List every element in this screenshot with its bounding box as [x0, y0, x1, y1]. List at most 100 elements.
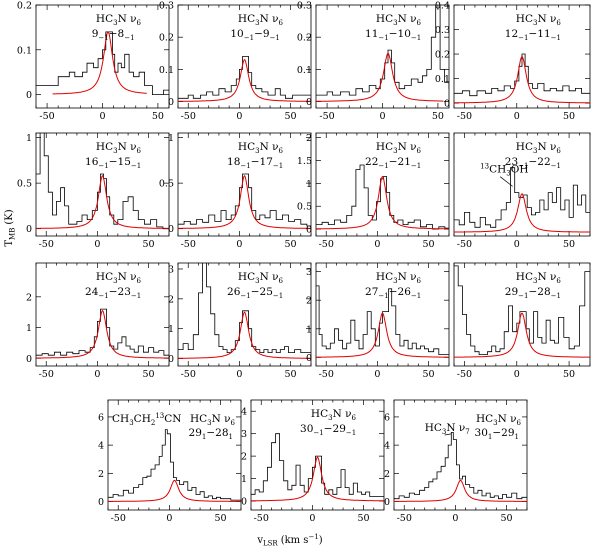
x-tick-label: -50 [319, 369, 334, 380]
panel-title-part: 6 [279, 277, 284, 285]
blend-annotation-part: 13 [480, 163, 489, 171]
x-tick-label: 50 [500, 513, 512, 524]
panel-transition: 24−1−23−1 [85, 286, 141, 300]
panel-title-part: 6 [517, 419, 522, 427]
panel-transition: 16−1−15−1 [85, 156, 141, 170]
panel-title-part: HC [516, 271, 533, 283]
x-tick-label: 0 [514, 369, 520, 380]
annotation-pointer [444, 433, 452, 436]
panel-transition-part: 29 [189, 427, 202, 439]
plot-area [178, 56, 311, 102]
model-fit-line [36, 175, 169, 229]
y-tick-label: 2 [306, 296, 312, 307]
panel-frame [177, 4, 312, 109]
x-tick-label: -50 [457, 239, 472, 250]
panel-transition-part: −1 [273, 162, 283, 170]
panel-title: HC3N ν6 [96, 271, 142, 285]
blend-annotation-part: 3 [506, 170, 510, 178]
x-tick-label: -50 [39, 369, 54, 380]
panel-title-part: 6 [556, 147, 561, 155]
panel-title-part: N ν [260, 271, 279, 283]
panel-title: HC3N ν6 [238, 141, 284, 155]
x-tick-label: 0 [374, 239, 380, 250]
observed-spectrum [36, 133, 169, 230]
x-tick-label: 0 [94, 369, 100, 380]
y-tick-label: 0.4 [435, 1, 450, 12]
blend-annotation-part: CN [164, 413, 181, 425]
y-tick-label: 2 [26, 292, 32, 303]
y-tick-label: 0.5 [297, 202, 312, 213]
panel-title: HC3N ν6 [96, 13, 142, 27]
panel-transition-part: −1 [378, 162, 388, 170]
plot-area [454, 53, 590, 104]
panel-title: HC3N ν6 [476, 413, 522, 427]
x-tick-label: 0 [236, 111, 242, 122]
y-tick-label: 0 [168, 354, 174, 365]
panel-transition-part: 30 [300, 423, 313, 435]
panel-title-part: N ν [212, 413, 231, 425]
panel-transition-part: 23 [505, 156, 518, 168]
panel-transition: 291−281 [189, 427, 233, 441]
model-fit-line [251, 456, 384, 502]
panel-title: HC3N ν6 [190, 413, 236, 427]
plot-area [108, 429, 241, 502]
panel-title-part: HC [376, 271, 393, 283]
y-tick-label: 1 [168, 324, 174, 335]
panel-frame [453, 262, 591, 367]
x-tick-label: 0 [94, 239, 100, 250]
panel-transition: 301−291 [475, 427, 519, 441]
panel-frame [107, 399, 242, 511]
panel-title-part: N ν [398, 141, 417, 153]
panel-title-part: HC [96, 271, 113, 283]
panel-transition: 27−1−26−1 [365, 286, 421, 300]
panel-transition-part: −1 [378, 292, 388, 300]
x-axis-title-main: v [256, 535, 263, 546]
panel-frame [453, 132, 591, 237]
observed-spectrum [178, 56, 311, 99]
plot-area [316, 164, 449, 230]
y-tick-label: 0 [26, 224, 32, 235]
x-tick-label: 50 [142, 369, 154, 380]
x-tick-label: -50 [39, 111, 54, 122]
panel-title-part: 3 [533, 277, 537, 285]
panel-transition-part: −1 [98, 34, 108, 42]
panel-title-part: 3 [393, 147, 397, 155]
panel-transition-part: 24 [85, 286, 99, 298]
y-tick-label: 0 [168, 224, 174, 235]
panel-title-part: HC [238, 141, 255, 153]
panel-title-part: N ν [118, 13, 137, 25]
model-fit-line [52, 31, 147, 95]
panel-transition-part: −1 [411, 34, 421, 42]
x-tick-label: 50 [563, 111, 575, 122]
x-tick-label: 0 [379, 111, 385, 122]
plot-area [36, 31, 169, 95]
panel-transition-part: 26 [227, 286, 241, 298]
panel-transition: 22−1−21−1 [365, 156, 421, 170]
y-tick-label: 1 [241, 474, 247, 485]
panel-title-part: HC [190, 413, 207, 425]
blend-annotation-part: OH [511, 164, 529, 176]
y-tick-label: 1.5 [297, 156, 312, 167]
x-tick-label: 50 [142, 239, 154, 250]
panel-transition: 11−1−10−1 [365, 28, 421, 42]
panel-frame [35, 132, 170, 237]
panel-frame [393, 399, 528, 511]
blend-annotation-part: 7 [465, 428, 469, 436]
x-tick-label: 50 [432, 111, 444, 122]
plot-area [178, 263, 311, 359]
y-tick-label: 6 [384, 412, 390, 423]
x-tick-label: 50 [284, 369, 296, 380]
panel-transition-part: −28 [528, 286, 550, 298]
panel-transition: 29−1−28−1 [505, 286, 561, 300]
x-tick-label: 0 [374, 369, 380, 380]
plot-area [178, 173, 311, 229]
panel-transition-part: −1 [378, 34, 388, 42]
panel-title-part: 3 [255, 277, 259, 285]
y-tick-label: 2 [241, 452, 247, 463]
observed-spectrum [316, 5, 449, 96]
y-tick-label: 3 [241, 429, 247, 440]
